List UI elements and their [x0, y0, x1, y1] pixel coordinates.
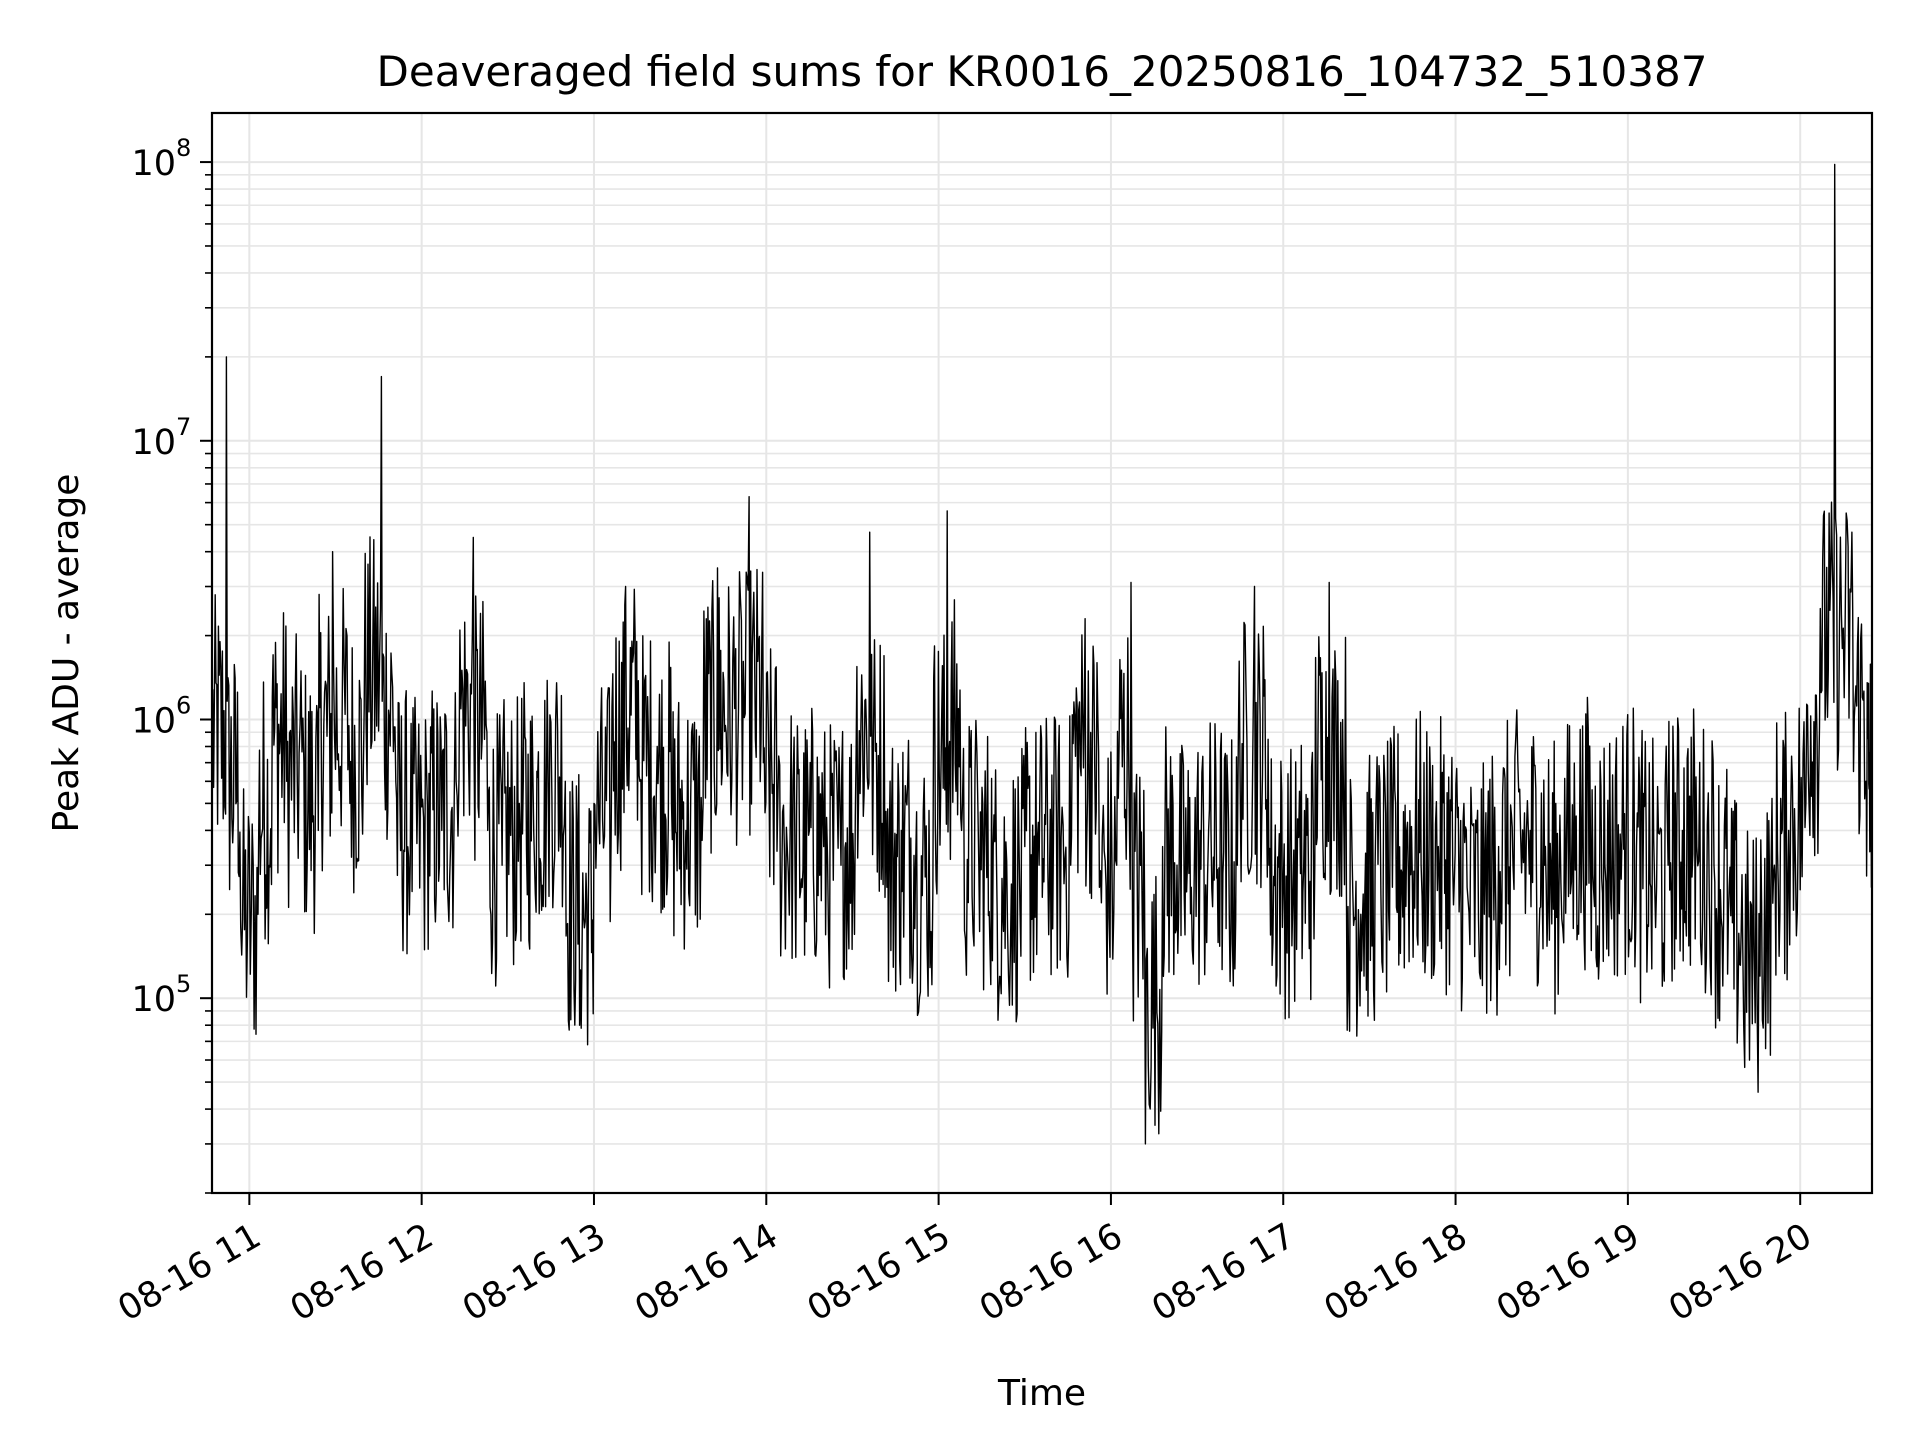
y-tick-exponent: 8 — [176, 134, 191, 162]
y-tick-exponent: 5 — [176, 970, 191, 998]
series-path — [211, 163, 1873, 1145]
y-tick-label: 10 — [131, 144, 176, 184]
y-tick-label: 10 — [131, 701, 176, 741]
y-tick-exponent: 7 — [176, 413, 191, 441]
y-axis-label: Peak ADU - average — [46, 474, 87, 833]
y-tick-label: 10 — [131, 423, 176, 463]
x-axis-label: Time — [997, 1373, 1086, 1414]
plot-frame — [210, 111, 1874, 1195]
y-tick-exponent: 6 — [176, 691, 191, 719]
y-tick-label: 10 — [131, 980, 176, 1020]
chart-title: Deaveraged field sums for KR0016_2025081… — [377, 47, 1708, 96]
series-line — [211, 163, 1873, 1145]
